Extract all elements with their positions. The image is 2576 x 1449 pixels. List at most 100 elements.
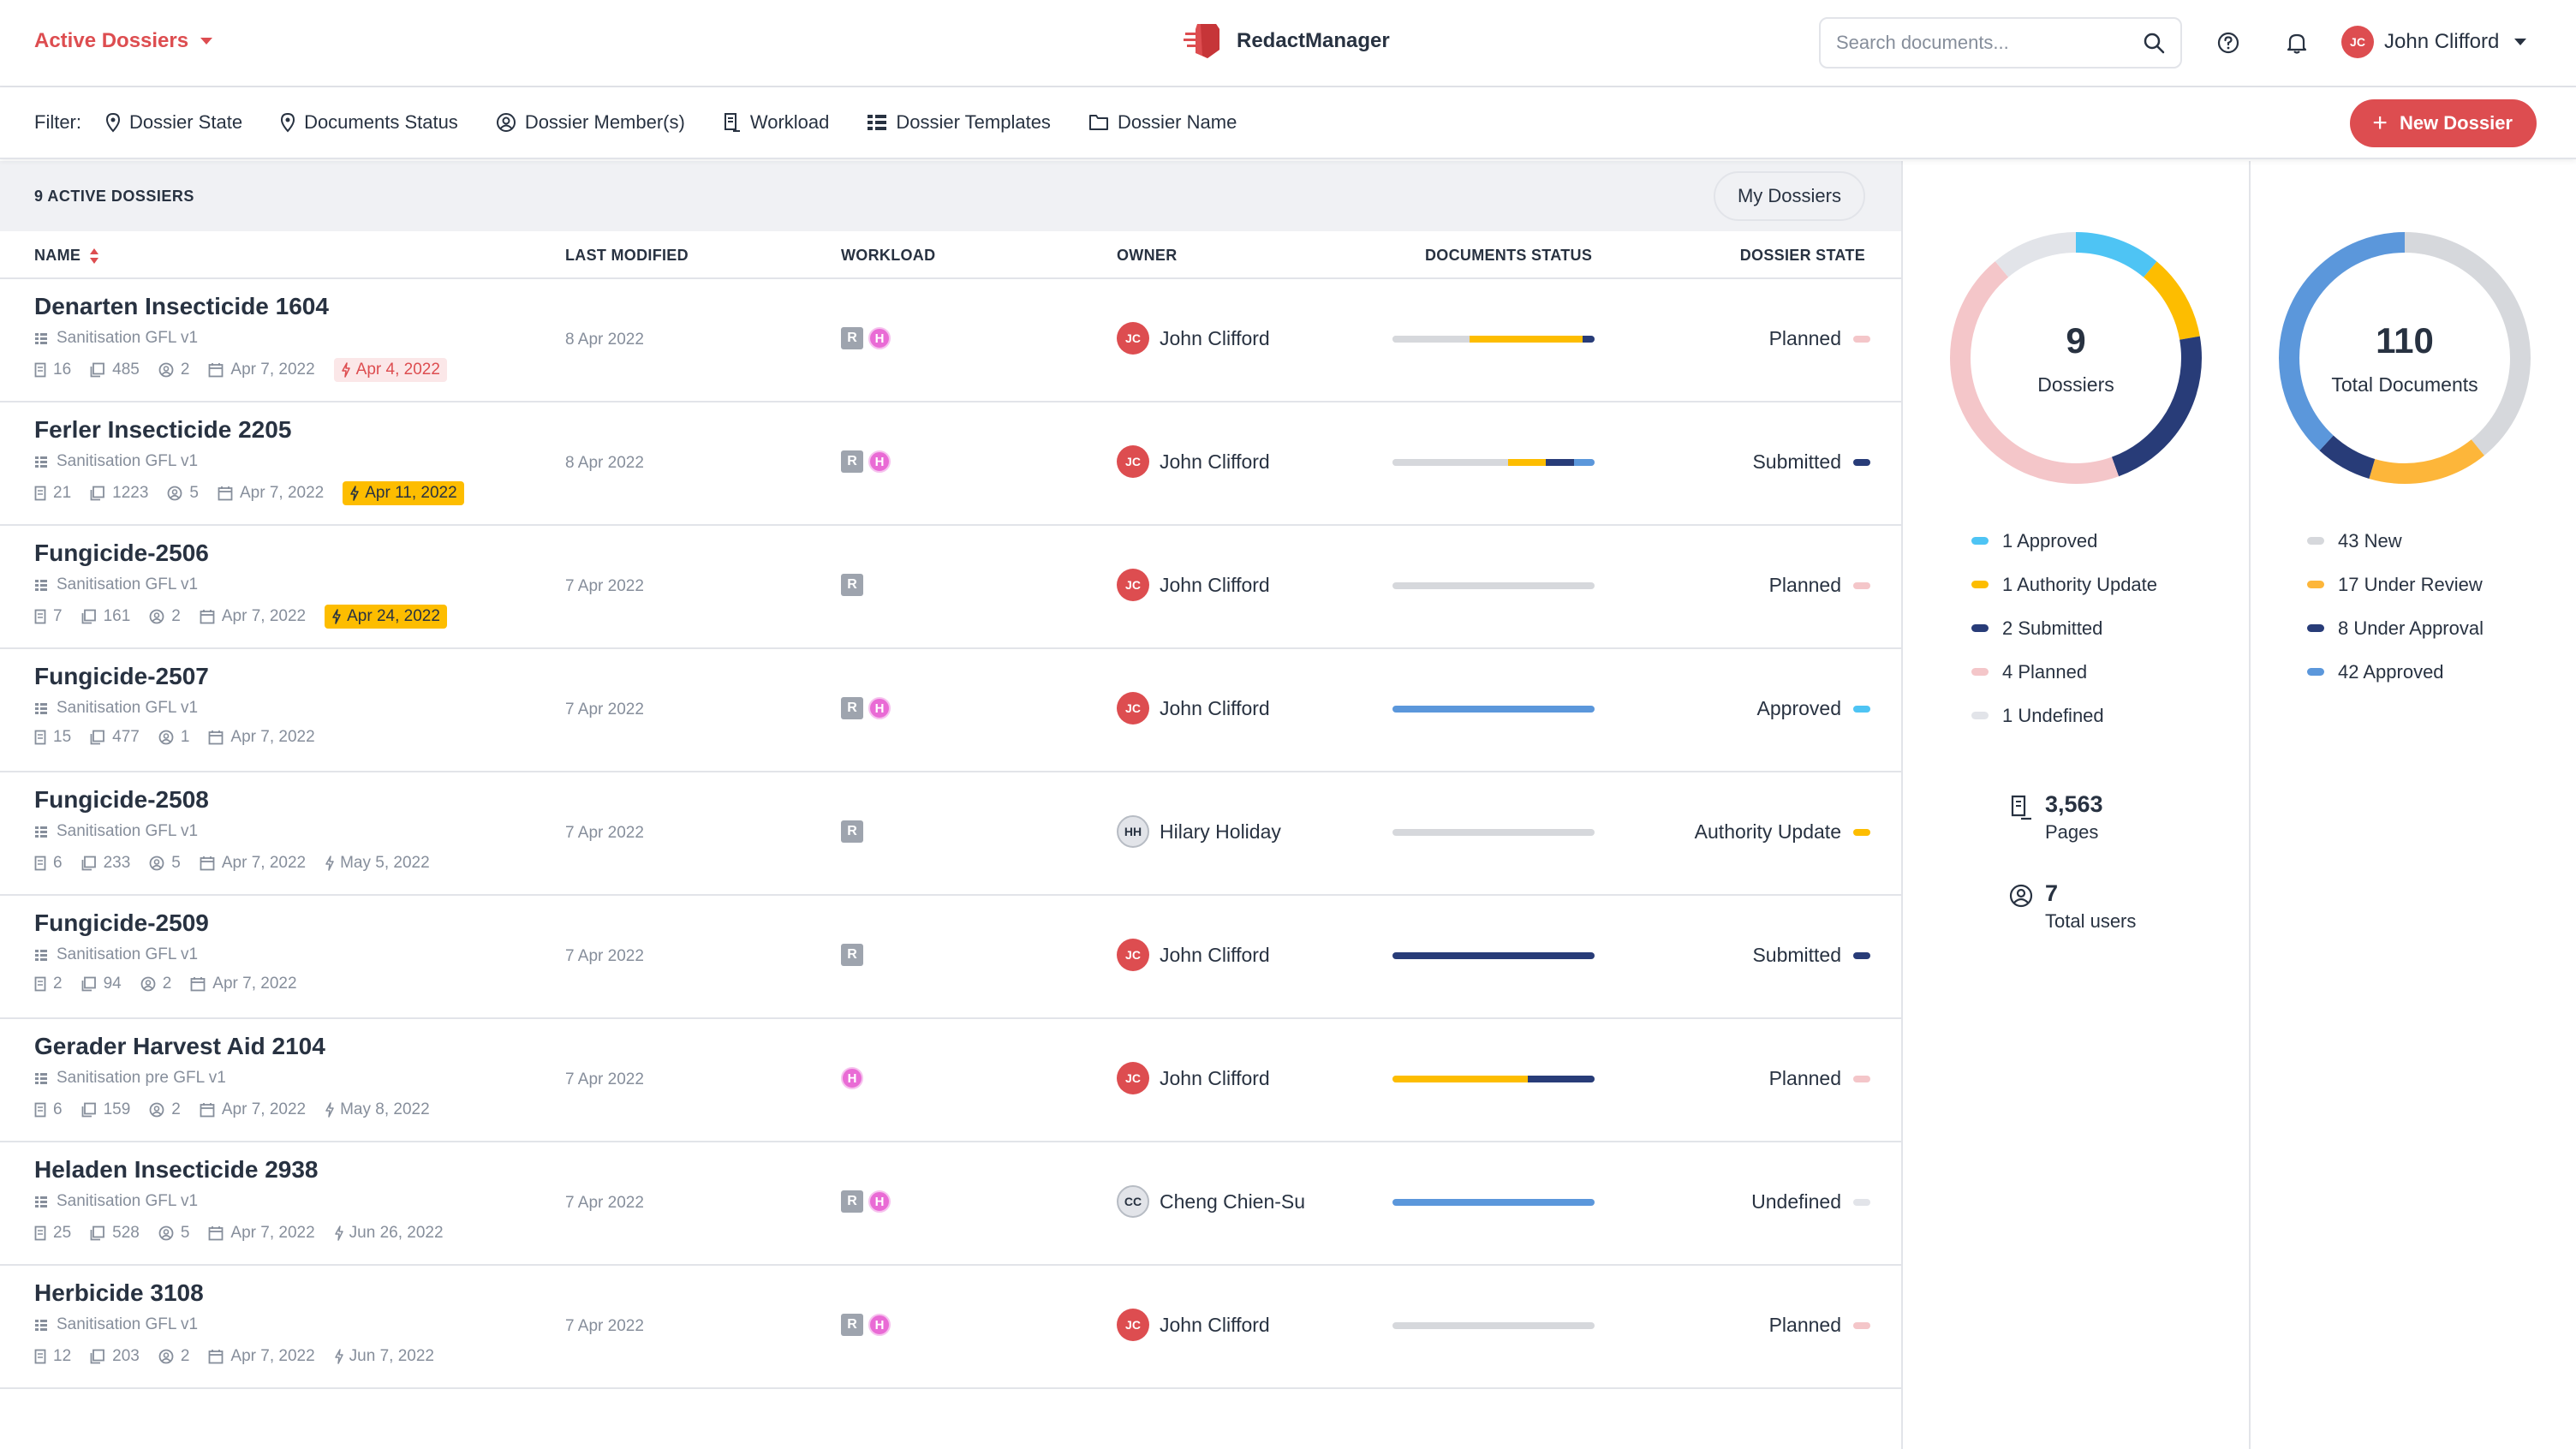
legend-label: 17 Under Review [2338,573,2483,595]
new-dossier-button[interactable]: + New Dossier [2350,99,2537,147]
owner: JC John Clifford [1117,939,1270,971]
created-date: Apr 7, 2022 [218,484,324,503]
table-row[interactable]: Ferler Insecticide 2205 Sanitisation GFL … [0,402,1901,526]
column-header-workload[interactable]: WORKLOAD [841,247,936,264]
owner: JC John Clifford [1117,1309,1270,1341]
dossier-template: Sanitisation GFL v1 [34,945,198,964]
legend-item: 2 Submitted [1971,606,2157,650]
workspace-selector[interactable]: Active Dossiers [34,29,213,53]
table-row[interactable]: Heladen Insecticide 2938 Sanitisation GFL… [0,1142,1901,1266]
state-indicator [1853,335,1870,343]
dossier-name[interactable]: Denarten Insecticide 1604 [34,293,329,319]
dossier-stats: 2 94 2 Apr 7, 2022 [34,975,316,993]
owner: JC John Clifford [1117,322,1270,355]
dossier-name[interactable]: Fungicide-2509 [34,909,209,936]
dossier-name[interactable]: Herbicide 3108 [34,1279,204,1306]
column-header-last-modified[interactable]: LAST MODIFIED [565,247,689,264]
user-circle-icon [2009,884,2033,908]
document-icon [34,976,46,992]
filter-label-dossier-templates: Dossier Templates [896,111,1051,133]
dossier-name[interactable]: Fungicide-2506 [34,540,209,566]
column-header-name-label: NAME [34,247,81,264]
dossier-template: Sanitisation GFL v1 [34,452,198,471]
due-date: Apr 4, 2022 [333,358,447,382]
notifications-bell-icon[interactable] [2283,29,2311,57]
filter-dossier-name[interactable]: Dossier Name [1088,111,1237,134]
calendar-icon [218,486,233,501]
table-row[interactable]: Fungicide-2509 Sanitisation GFL v1 2 94 2 Apr… [0,896,1901,1019]
column-header-name[interactable]: NAME [34,247,99,265]
owner-name: John Clifford [1160,450,1270,473]
template-icon [35,1320,47,1331]
documents-count-value: 6 [53,1100,63,1118]
filter-dossier-members[interactable]: Dossier Member(s) [496,111,685,134]
documents-status-segment [1582,336,1595,343]
table-row[interactable]: Fungicide-2507 Sanitisation GFL v1 15 477 1 A… [0,649,1901,772]
top-bar: Active Dossiers RedactManager [0,0,2576,87]
documents-total: 110 [2376,319,2434,361]
documents-status-bar [1392,459,1595,466]
search-input[interactable] [1836,32,2143,54]
filter-workload[interactable]: Workload [723,111,829,134]
search-icon[interactable] [2143,32,2165,54]
dossier-stats: 21 1223 5 Apr 7, 2022 Apr 11, 2022 [34,481,464,505]
help-icon[interactable] [2215,29,2242,57]
brand[interactable]: RedactManager [1182,21,1390,62]
lightning-icon [341,362,350,378]
workload-reviewer-badge: R [841,697,863,719]
dossier-name[interactable]: Heladen Insecticide 2938 [34,1156,319,1183]
pages-count-value: 161 [103,607,131,625]
template-list-icon [868,115,887,130]
owner-name: John Clifford [1160,573,1270,596]
workload-highlight-badge: H [868,450,891,473]
calendar-icon [200,610,215,624]
state-indicator [1853,581,1870,589]
dossier-template-label: Sanitisation GFL v1 [57,329,199,347]
members-count: 2 [149,607,181,626]
documents-count: 21 [34,484,71,503]
filter-dossier-templates[interactable]: Dossier Templates [867,111,1051,134]
members-count: 5 [167,484,199,503]
table-row[interactable]: Gerader Harvest Aid 2104 Sanitisation pre… [0,1019,1901,1142]
sort-icon[interactable] [89,247,99,265]
dossier-name[interactable]: Ferler Insecticide 2205 [34,416,292,443]
workload-badges: R [841,820,863,843]
my-dossiers-button[interactable]: My Dossiers [1713,171,1865,221]
created-date-value: Apr 7, 2022 [221,1100,307,1118]
workload-highlight-badge: H [868,1314,891,1336]
pages-count: 485 [90,361,140,379]
table-row[interactable]: Fungicide-2506 Sanitisation GFL v1 7 161 2 Ap… [0,526,1901,649]
filter-bar: Filter: Dossier State Documents Status D… [0,87,2576,159]
donut-segment [1950,232,2202,484]
due-date: May 5, 2022 [325,851,430,875]
created-date: Apr 7, 2022 [208,1224,315,1243]
owner-name: John Clifford [1160,943,1270,966]
dossier-template-label: Sanitisation GFL v1 [57,1315,199,1333]
created-date: Apr 7, 2022 [200,854,306,873]
dossier-name[interactable]: Fungicide-2508 [34,786,209,813]
members-icon [149,609,164,624]
table-row[interactable]: Denarten Insecticide 1604 Sanitisation GF… [0,279,1901,402]
column-header-documents-status[interactable]: DOCUMENTS STATUS [1425,247,1593,264]
filter-dossier-state[interactable]: Dossier State [105,111,242,134]
search-box[interactable] [1819,17,2182,69]
document-icon [34,362,46,378]
user-menu[interactable]: JC John Clifford [2341,26,2527,58]
calendar-icon [209,730,224,745]
pages-count-value: 233 [103,854,131,872]
dossier-state: Planned [1769,574,1870,597]
dossier-name[interactable]: Fungicide-2507 [34,663,209,689]
state-indicator [1853,951,1870,959]
created-date: Apr 7, 2022 [200,607,306,626]
table-row[interactable]: Herbicide 3108 Sanitisation GFL v1 12 203 2 A… [0,1266,1901,1389]
avatar: HH [1117,815,1149,848]
document-icon [34,1225,46,1241]
user-name: John Clifford [2384,30,2500,53]
template-icon [35,1196,47,1208]
column-header-owner[interactable]: OWNER [1117,247,1178,264]
column-header-dossier-state[interactable]: DOSSIER STATE [1739,247,1865,264]
dossier-name[interactable]: Gerader Harvest Aid 2104 [34,1033,325,1059]
table-row[interactable]: Fungicide-2508 Sanitisation GFL v1 6 233 5 Ap… [0,772,1901,896]
filter-documents-status[interactable]: Documents Status [280,111,458,134]
